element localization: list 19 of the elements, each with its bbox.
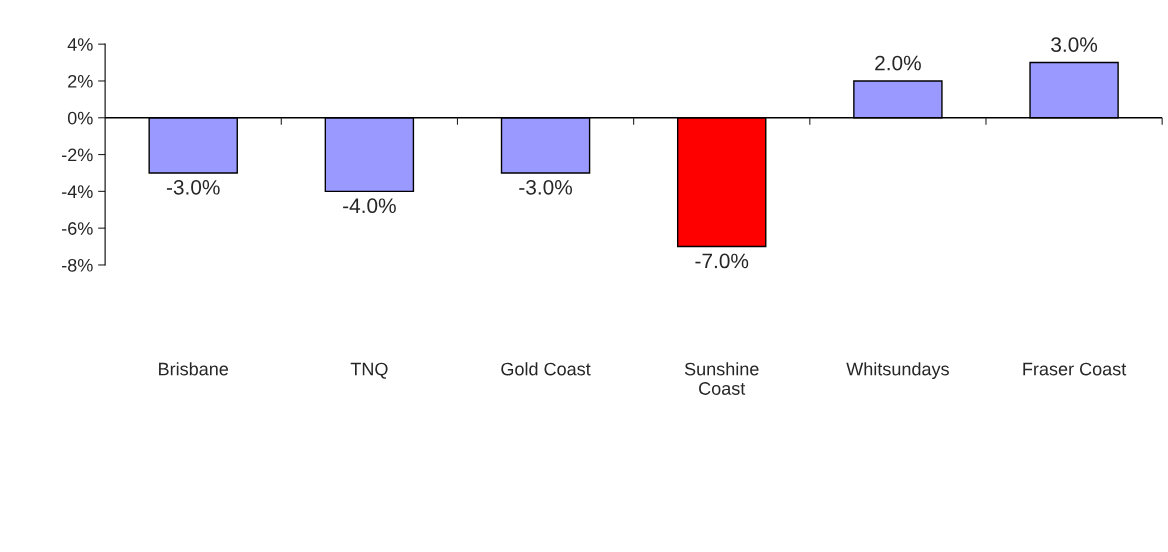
data-label: -3.0% [519,179,573,195]
x-tick-label: Brisbane [159,362,229,376]
data-label: -4.0% [343,198,396,214]
y-tick-label: -8% [62,258,93,272]
data-label: -3.0% [166,179,220,195]
x-tick-label: TNQ [350,362,388,379]
x-tick-label: Sunshine Coast [684,362,759,395]
x-tick-label: Gold Coast [501,362,591,376]
y-tick-label: 2% [68,74,93,88]
y-tick-label: -6% [62,222,93,235]
y-tick-label: 0% [67,111,93,125]
data-label: 2.0% [875,55,921,71]
y-tick-label: -2% [62,148,93,162]
y-tick-label: 4% [67,38,93,51]
data-label: -7.0% [695,253,749,269]
data-label: 3.0% [1051,37,1098,52]
x-tick-label: Whitsundays [846,362,949,380]
y-tick-label: -4% [62,185,93,199]
x-tick-label: Fraser Coast [1023,362,1127,376]
